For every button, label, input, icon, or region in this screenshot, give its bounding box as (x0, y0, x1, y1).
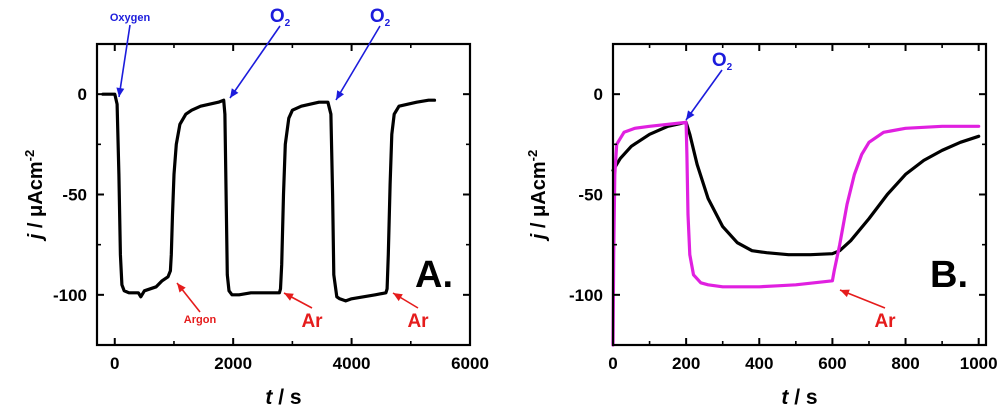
annotation-oxygen: Oxygen (110, 12, 151, 98)
series-line-1 (611, 120, 981, 257)
annotation-arrowhead (840, 289, 850, 298)
y-tick-label: -50 (62, 186, 87, 205)
annotation-label: Oxygen (110, 12, 151, 24)
annotation-arrowhead (116, 87, 125, 97)
y-tick-label: 0 (78, 85, 87, 104)
annotation-arrowhead (336, 90, 344, 100)
chart-panel-1: 0 2000 4000 6000 0 -50 -100 t / s j / μAcm-2 A. Ox… (22, 6, 489, 409)
panel-label: B. (930, 254, 968, 296)
annotation-o2: O2 (229, 6, 291, 99)
x-tick-label: 400 (745, 354, 773, 373)
annotation-label: O2 (270, 6, 291, 29)
annotation-arrow-line (335, 25, 381, 101)
plot-frame (611, 42, 988, 347)
annotation-label: O2 (370, 6, 391, 29)
x-tick-label: 0 (110, 354, 119, 373)
annotation-o2: O2 (685, 50, 733, 121)
annotation-label: O2 (712, 50, 733, 73)
x-tick-label: 600 (818, 354, 846, 373)
annotation-ar: Ar (839, 289, 896, 332)
x-axis-label: t / s (781, 386, 817, 409)
annotation-label: Ar (407, 311, 429, 332)
annotation-ar: Ar (392, 292, 429, 332)
x-tick-label: 4000 (333, 354, 371, 373)
y-tick-label: -50 (578, 186, 603, 205)
annotation-arrow-line (229, 25, 281, 99)
annotation-arrowhead (686, 110, 695, 120)
y-tick-label: -100 (569, 286, 603, 305)
annotation-argon: Argon (176, 282, 217, 326)
annotation-label: Ar (874, 311, 896, 332)
y-tick-label: -100 (53, 286, 87, 305)
annotation-arrowhead (177, 283, 186, 293)
x-tick-label: 1000 (960, 354, 998, 373)
annotation-arrow-line (685, 69, 723, 121)
annotation-arrow-line (118, 24, 131, 98)
annotation-arrowhead (393, 293, 403, 302)
x-axis-label: t / s (265, 386, 301, 409)
x-tick-label: 200 (672, 354, 700, 373)
y-tick-label: 0 (594, 85, 603, 104)
annotation-ar: Ar (283, 292, 323, 332)
annotation-label: Ar (301, 311, 323, 332)
x-tick-label: 2000 (214, 354, 252, 373)
y-axis-label: j / μAcm-2 (22, 150, 47, 242)
annotation-o2: O2 (335, 6, 391, 101)
chart-panel-2: 0 200 400 600 800 1000 0 -50 -100 t / s j / μAcm-2… (525, 42, 998, 409)
panel-label: A. (415, 254, 453, 296)
x-tick-label: 6000 (451, 354, 489, 373)
annotation-arrowhead (230, 88, 239, 98)
x-tick-label: 800 (891, 354, 919, 373)
series-line-2 (611, 120, 981, 347)
annotation-arrowhead (284, 293, 294, 301)
y-axis-label: j / μAcm-2 (525, 150, 550, 242)
series-line-1 (101, 92, 437, 303)
annotation-label: Argon (184, 314, 217, 326)
x-tick-label: 0 (608, 354, 617, 373)
